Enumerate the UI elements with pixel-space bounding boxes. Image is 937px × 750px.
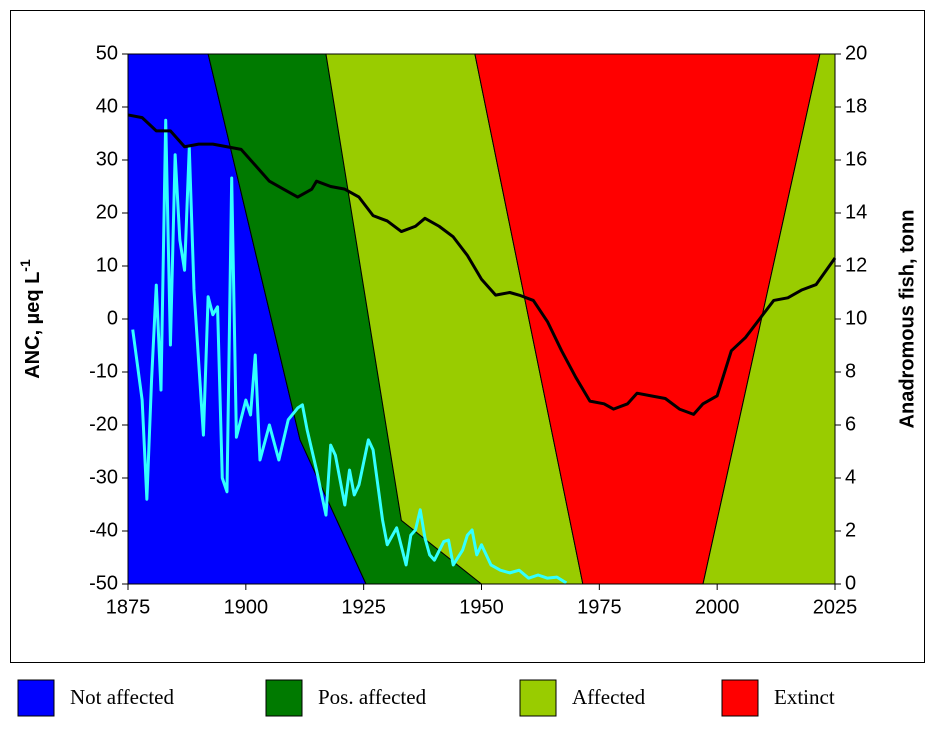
y-tick-label: 40 <box>96 95 118 117</box>
legend-label: Not affected <box>70 685 174 709</box>
plot-area <box>127 53 837 585</box>
y-axis-label-main: ANC, µeq L <box>22 272 44 379</box>
y2-axis-label: Anadromous fish, tonn <box>896 210 918 429</box>
y2-tick-label: 12 <box>845 254 867 276</box>
y-tick-label: 50 <box>96 42 118 64</box>
y2-tick-label: 14 <box>845 201 867 223</box>
legend-swatch <box>17 679 55 717</box>
x-tick-label: 2025 <box>813 596 858 618</box>
x-tick-label: 1950 <box>459 596 504 618</box>
x-tick-label: 1975 <box>577 596 622 618</box>
y-tick-label: -40 <box>89 519 118 541</box>
y-axis-label: ANC, µeq L-1 <box>17 259 45 379</box>
legend-swatch <box>721 679 759 717</box>
y-tick-label: -10 <box>89 360 118 382</box>
x-tick-label: 2000 <box>695 596 740 618</box>
y-tick-label: -20 <box>89 413 118 435</box>
legend-label: Pos. affected <box>318 685 427 709</box>
y2-tick-label: 4 <box>845 466 856 488</box>
y2-tick-label: 16 <box>845 148 867 170</box>
y-tick-label: 10 <box>96 254 118 276</box>
y-tick-label: 0 <box>107 307 118 329</box>
y-tick-label: 20 <box>96 201 118 223</box>
legend-swatch <box>519 679 557 717</box>
y2-tick-label: 10 <box>845 307 867 329</box>
y2-tick-label: 0 <box>845 572 856 594</box>
legend-label: Affected <box>572 685 646 709</box>
y-axis-label-sup: -1 <box>17 259 33 272</box>
y2-tick-label: 6 <box>845 413 856 435</box>
y2-tick-label: 2 <box>845 519 856 541</box>
x-tick-label: 1900 <box>224 596 269 618</box>
line <box>127 113 837 416</box>
y2-tick-label: 8 <box>845 360 856 382</box>
legend-label: Extinct <box>774 685 835 709</box>
line <box>131 118 568 585</box>
y-tick-label: -30 <box>89 466 118 488</box>
chart-border <box>10 10 925 663</box>
y2-tick-label: 18 <box>845 95 867 117</box>
y-tick-label: -50 <box>89 572 118 594</box>
y2-tick-label: 20 <box>845 42 867 64</box>
legend-swatch <box>265 679 303 717</box>
x-tick-label: 1875 <box>106 596 151 618</box>
x-tick-label: 1925 <box>341 596 386 618</box>
y-tick-label: 30 <box>96 148 118 170</box>
